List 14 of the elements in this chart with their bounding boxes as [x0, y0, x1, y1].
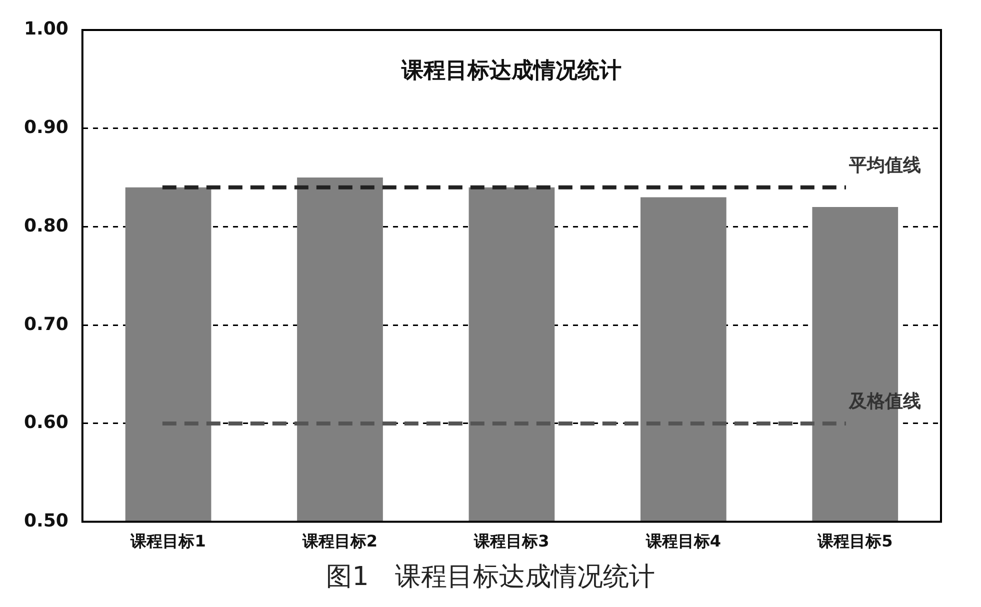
x-tick-label: 课程目标5 — [816, 532, 893, 551]
x-tick-label: 课程目标4 — [644, 532, 721, 551]
y-tick-label: 0.70 — [24, 314, 68, 335]
x-tick-label: 课程目标3 — [473, 532, 550, 551]
y-tick-label: 0.50 — [24, 510, 68, 532]
x-tick-label: 课程目标2 — [301, 532, 378, 551]
y-tick-label: 0.60 — [24, 412, 68, 434]
y-tick-label: 1.00 — [24, 18, 68, 40]
caption: 图1 课程目标达成情况统计 — [325, 561, 656, 594]
ref-line-label: 平均值线 — [848, 155, 921, 176]
x-tick-label: 课程目标1 — [130, 532, 206, 551]
y-tick-label: 0.80 — [24, 215, 68, 236]
y-tick-label: 0.90 — [24, 117, 68, 138]
text: 课程目标达成情况统计 — [400, 58, 622, 84]
